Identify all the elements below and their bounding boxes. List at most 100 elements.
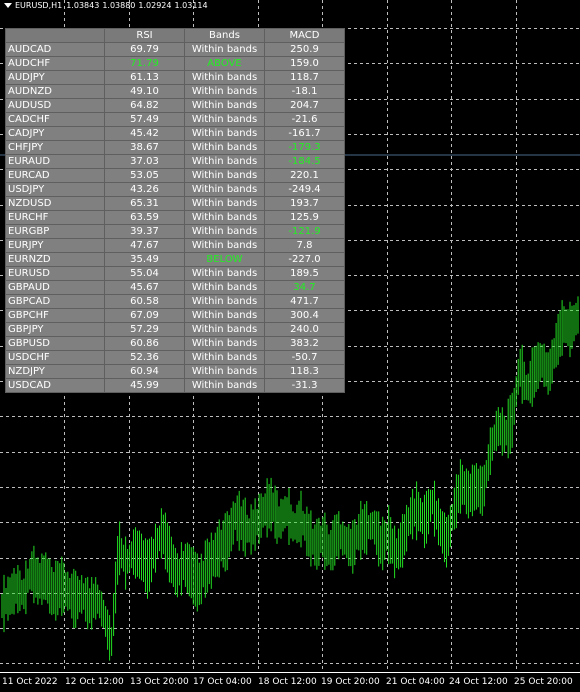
chart-symbol: EURUSD,H1	[15, 1, 63, 10]
symbol-cell: EURGBP	[6, 225, 104, 238]
bands-cell: Within bands	[185, 267, 264, 280]
symbol-cell: NZDUSD	[6, 197, 104, 210]
table-row: EURCHF 63.59 Within bands 125.9	[6, 211, 344, 224]
table-row: EURUSD 55.04 Within bands 189.5	[6, 267, 344, 280]
table-row: AUDCHF 71.79 ABOVE 159.0	[6, 57, 344, 70]
symbol-cell: EURAUD	[6, 155, 104, 168]
rsi-cell: 45.99	[105, 379, 184, 392]
bands-cell: Within bands	[185, 183, 264, 196]
macd-cell: -21.6	[265, 113, 344, 126]
bands-cell: Within bands	[185, 197, 264, 210]
table-row: GBPAUD 45.67 Within bands 34.7	[6, 281, 344, 294]
symbol-cell: AUDCAD	[6, 43, 104, 56]
chart-header: EURUSD,H1 1.03843 1.03880 1.02924 1.03114	[4, 0, 211, 12]
symbol-cell: AUDJPY	[6, 71, 104, 84]
macd-cell: 383.2	[265, 337, 344, 350]
table-row: GBPCAD 60.58 Within bands 471.7	[6, 295, 344, 308]
bands-cell: Within bands	[185, 337, 264, 350]
macd-cell: -249.4	[265, 183, 344, 196]
macd-cell: -31.3	[265, 379, 344, 392]
rsi-cell: 60.86	[105, 337, 184, 350]
symbol-cell: EURJPY	[6, 239, 104, 252]
bands-cell: ABOVE	[185, 57, 264, 70]
time-axis-label: 21 Oct 04:00	[386, 677, 445, 687]
rsi-cell: 39.37	[105, 225, 184, 238]
bands-cell: Within bands	[185, 141, 264, 154]
macd-cell: 220.1	[265, 169, 344, 182]
symbol-cell: AUDNZD	[6, 85, 104, 98]
bands-cell: Within bands	[185, 295, 264, 308]
macd-cell: -121.9	[265, 225, 344, 238]
column-header-bands: Bands	[185, 29, 264, 42]
symbol-cell: CHFJPY	[6, 141, 104, 154]
table-row: AUDUSD 64.82 Within bands 204.7	[6, 99, 344, 112]
bands-cell: Within bands	[185, 71, 264, 84]
macd-cell: 189.5	[265, 267, 344, 280]
time-axis-label: 11 Oct 2022	[2, 677, 58, 687]
rsi-cell: 45.42	[105, 127, 184, 140]
table-row: NZDJPY 60.94 Within bands 118.3	[6, 365, 344, 378]
high-price: 1.03880	[102, 1, 136, 10]
bands-cell: Within bands	[185, 281, 264, 294]
symbol-cell: USDCHF	[6, 351, 104, 364]
rsi-cell: 38.67	[105, 141, 184, 154]
rsi-cell: 43.26	[105, 183, 184, 196]
table-row: AUDJPY 61.13 Within bands 118.7	[6, 71, 344, 84]
rsi-cell: 67.09	[105, 309, 184, 322]
symbol-cell: AUDUSD	[6, 99, 104, 112]
low-price: 1.02924	[138, 1, 172, 10]
table-row: GBPCHF 67.09 Within bands 300.4	[6, 309, 344, 322]
bands-cell: Within bands	[185, 99, 264, 112]
chevron-down-icon[interactable]	[4, 3, 12, 8]
table-row: EURJPY 47.67 Within bands 7.8	[6, 239, 344, 252]
symbol-cell: USDJPY	[6, 183, 104, 196]
table-row: USDCHF 52.36 Within bands -50.7	[6, 351, 344, 364]
symbol-cell: EURNZD	[6, 253, 104, 266]
indicator-table: RSI Bands MACD AUDCAD 69.79 Within bands 25…	[5, 28, 345, 393]
symbol-cell: EURCHF	[6, 211, 104, 224]
symbol-cell: GBPCAD	[6, 295, 104, 308]
rsi-cell: 57.29	[105, 323, 184, 336]
table-row: EURCAD 53.05 Within bands 220.1	[6, 169, 344, 182]
symbol-cell: EURUSD	[6, 267, 104, 280]
bands-cell: Within bands	[185, 351, 264, 364]
macd-cell: -50.7	[265, 351, 344, 364]
time-axis-label: 12 Oct 12:00	[65, 677, 124, 687]
table-header-row: RSI Bands MACD	[6, 29, 344, 42]
time-axis-label: 19 Oct 20:00	[321, 677, 380, 687]
table-row: EURNZD 35.49 BELOW -227.0	[6, 253, 344, 266]
rsi-cell: 53.05	[105, 169, 184, 182]
bands-cell: Within bands	[185, 239, 264, 252]
table-row: NZDUSD 65.31 Within bands 193.7	[6, 197, 344, 210]
rsi-cell: 47.67	[105, 239, 184, 252]
bands-cell: Within bands	[185, 365, 264, 378]
bands-cell: Within bands	[185, 85, 264, 98]
table-row: CHFJPY 38.67 Within bands -179.3	[6, 141, 344, 154]
rsi-cell: 35.49	[105, 253, 184, 266]
bands-cell: Within bands	[185, 323, 264, 336]
time-axis-label: 13 Oct 20:00	[130, 677, 189, 687]
table-row: GBPJPY 57.29 Within bands 240.0	[6, 323, 344, 336]
bands-cell: Within bands	[185, 113, 264, 126]
bands-cell: Within bands	[185, 379, 264, 392]
column-header-rsi: RSI	[105, 29, 184, 42]
symbol-cell: CADCHF	[6, 113, 104, 126]
bands-cell: Within bands	[185, 155, 264, 168]
bands-cell: BELOW	[185, 253, 264, 266]
symbol-cell: GBPJPY	[6, 323, 104, 336]
rsi-cell: 52.36	[105, 351, 184, 364]
symbol-cell: GBPAUD	[6, 281, 104, 294]
table-row: AUDNZD 49.10 Within bands -18.1	[6, 85, 344, 98]
open-price: 1.03843	[66, 1, 100, 10]
table-row: USDJPY 43.26 Within bands -249.4	[6, 183, 344, 196]
macd-cell: -179.3	[265, 141, 344, 154]
time-axis-label: 17 Oct 04:00	[193, 677, 252, 687]
table-row: AUDCAD 69.79 Within bands 250.9	[6, 43, 344, 56]
rsi-cell: 49.10	[105, 85, 184, 98]
bands-cell: Within bands	[185, 225, 264, 238]
column-header-macd: MACD	[265, 29, 344, 42]
rsi-cell: 71.79	[105, 57, 184, 70]
table-row: EURGBP 39.37 Within bands -121.9	[6, 225, 344, 238]
macd-cell: 471.7	[265, 295, 344, 308]
table-row: GBPUSD 60.86 Within bands 383.2	[6, 337, 344, 350]
